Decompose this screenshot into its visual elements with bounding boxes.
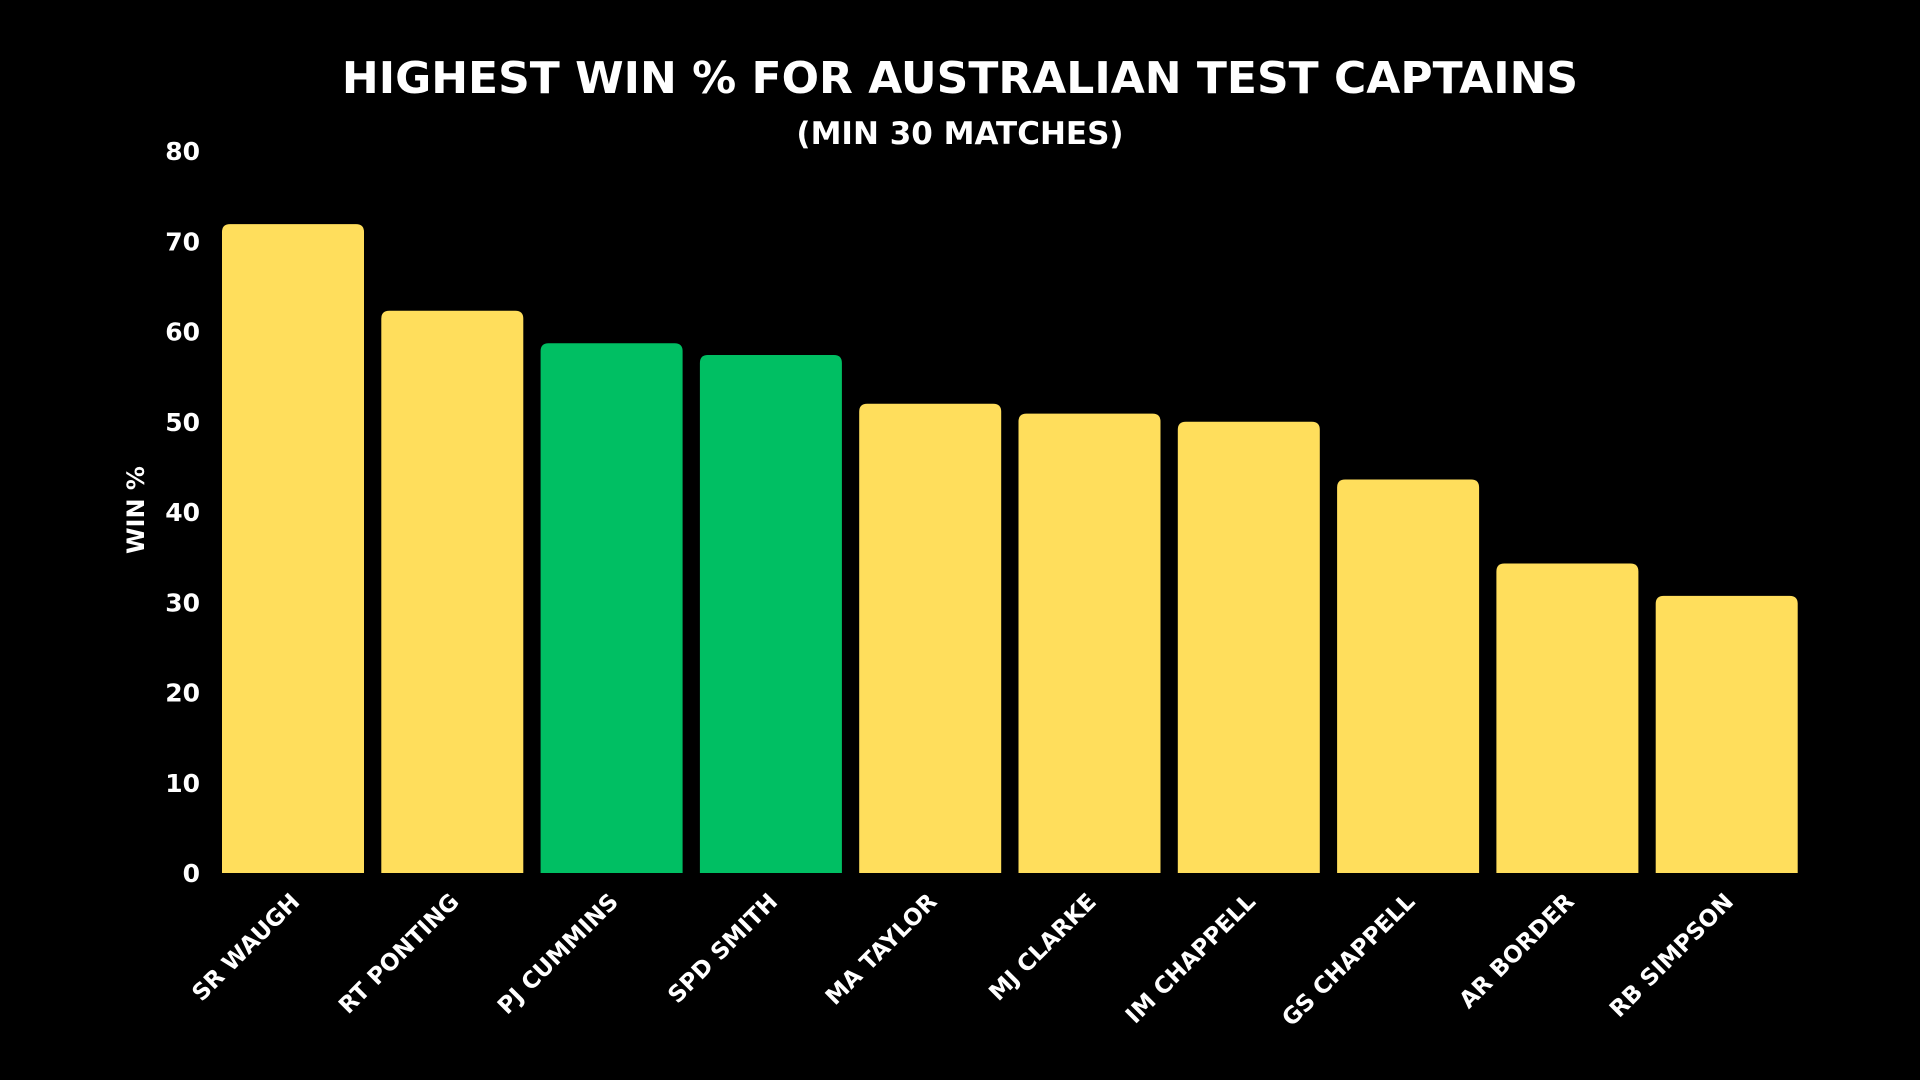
y-tick-label: 10 [165,769,200,798]
y-tick-label: 70 [165,227,200,256]
bar-im-chappell [1177,421,1320,873]
y-axis-ticks: 0 10 20 30 40 50 60 70 80 [165,137,200,888]
chart-subtitle: (MIN 30 MATCHES) [796,116,1123,152]
bar-spd-smith [699,354,842,874]
bar-pj-cummins [540,343,683,873]
bar-rt-ponting [381,310,524,873]
bars-group [222,224,1798,874]
y-tick-label: 30 [165,588,200,617]
bar-rb-simpson [1655,595,1798,873]
bar-mj-clarke [1018,413,1161,873]
chart-title: HIGHEST WIN % FOR AUSTRALIAN TEST CAPTAI… [342,53,1578,104]
y-tick-label: 60 [165,318,200,347]
bar-sr-waugh [222,224,364,874]
bar-ma-taylor [859,403,1002,873]
y-tick-label: 50 [165,408,200,437]
y-axis-label: WIN % [122,466,150,554]
y-tick-label: 80 [165,137,200,166]
y-tick-label: 20 [165,679,200,708]
y-tick-label: 0 [183,859,200,888]
bar-ar-border [1496,563,1639,873]
bar-gs-chappell [1337,479,1480,873]
y-tick-label: 40 [165,498,200,527]
